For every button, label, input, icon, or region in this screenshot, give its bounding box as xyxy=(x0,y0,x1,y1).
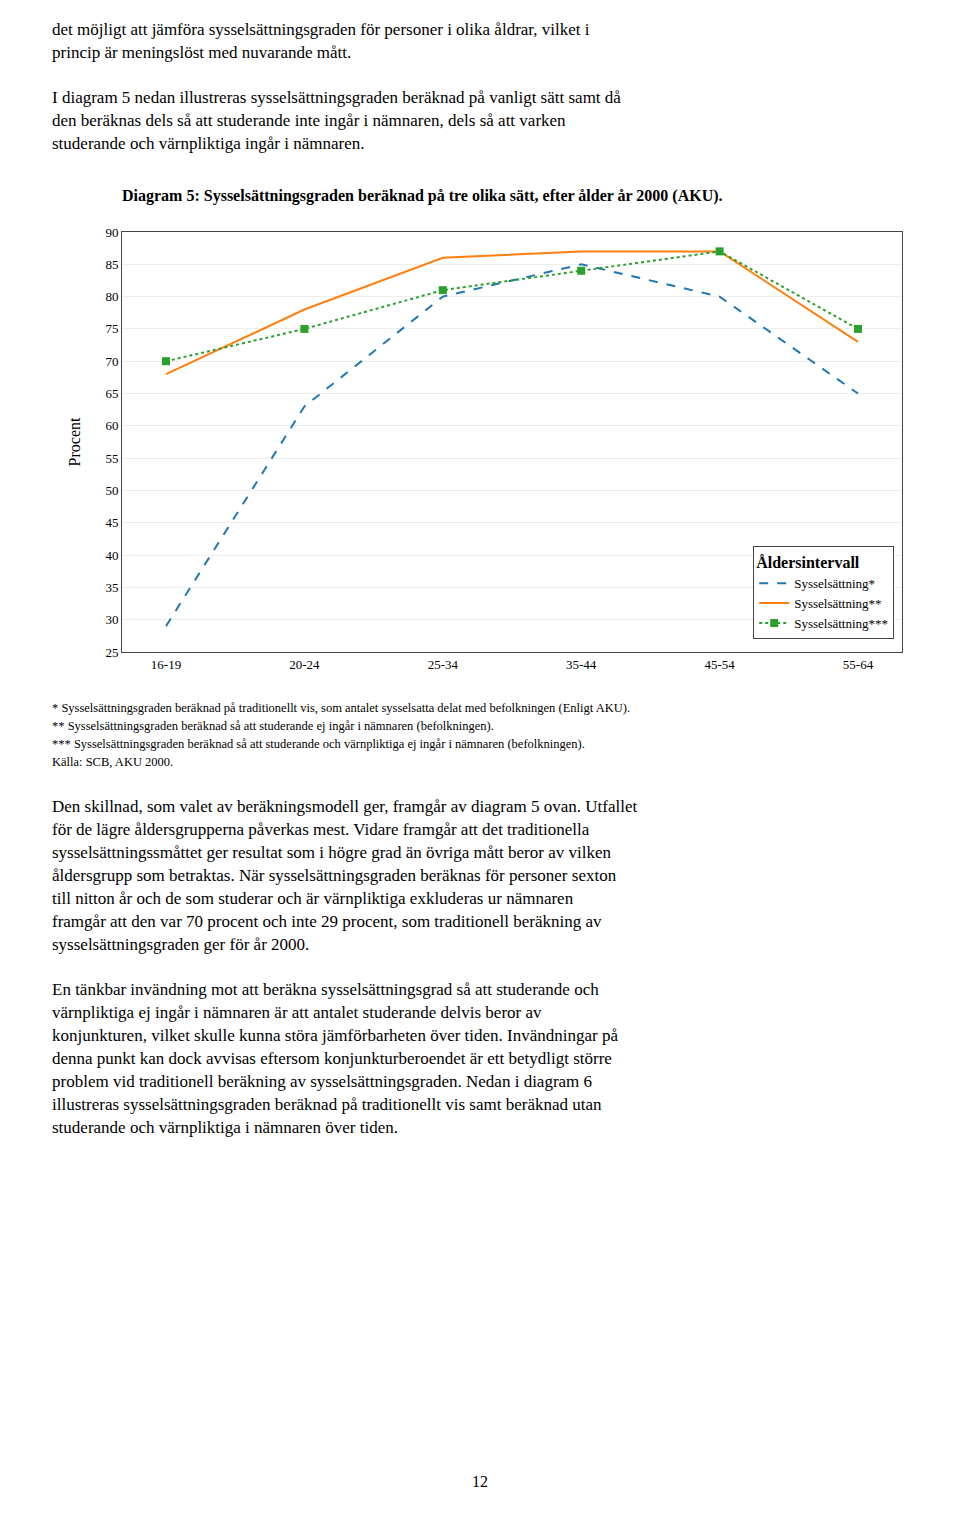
svg-text:Procent: Procent xyxy=(66,417,83,466)
html-text:det möjligt att jämföra syssel: det möjligt att jämföra sysselsättningsg… xyxy=(52,20,590,39)
html-text:för de lägre åldersgrupperna p: för de lägre åldersgrupperna påverkas me… xyxy=(52,820,590,839)
svg-text:35: 35 xyxy=(105,580,118,595)
html-text:den beräknas dels så att stude: den beräknas dels så att studerande inte… xyxy=(52,111,566,130)
html-text:12: 12 xyxy=(472,1473,488,1490)
svg-text:35-44: 35-44 xyxy=(566,657,597,672)
html-text:Källa: SCB, AKU 2000.: Källa: SCB, AKU 2000. xyxy=(52,755,174,769)
svg-text:16-19: 16-19 xyxy=(151,657,181,672)
html-text:I diagram 5 nedan illustreras: I diagram 5 nedan illustreras sysselsätt… xyxy=(52,88,621,107)
svg-text:Sysselsättning**: Sysselsättning** xyxy=(794,596,881,611)
svg-text:65: 65 xyxy=(105,386,118,401)
svg-text:25: 25 xyxy=(105,645,118,660)
html-text:*** Sysselsättningsgraden berä: *** Sysselsättningsgraden beräknad så at… xyxy=(52,737,585,751)
svg-text:30: 30 xyxy=(105,612,118,627)
html-text:problem vid traditionell beräk: problem vid traditionell beräkning av sy… xyxy=(52,1072,593,1091)
svg-text:Åldersintervall: Åldersintervall xyxy=(756,554,860,571)
html-text:konjunkturen, vilket skulle ku: konjunkturen, vilket skulle kunna störa … xyxy=(52,1026,618,1045)
html-text:illustreras sysselsättningsgra: illustreras sysselsättningsgraden beräkn… xyxy=(52,1095,602,1114)
svg-text:55-64: 55-64 xyxy=(843,657,874,672)
html-text:denna punkt kan dock avvisas e: denna punkt kan dock avvisas eftersom ko… xyxy=(52,1049,612,1068)
svg-text:70: 70 xyxy=(105,354,118,369)
html-text:till nitton år och de som stud: till nitton år och de som studerar och ä… xyxy=(52,889,574,908)
html-text:värnpliktiga ej ingår i nämnar: värnpliktiga ej ingår i nämnaren är att … xyxy=(52,1003,542,1022)
html-text:studerande och värnpliktiga i: studerande och värnpliktiga i nämnaren ö… xyxy=(52,1118,398,1137)
svg-text:90: 90 xyxy=(105,225,118,240)
svg-text:85: 85 xyxy=(105,257,118,272)
svg-text:80: 80 xyxy=(105,289,118,304)
html-text:studerande och värnpliktiga in: studerande och värnpliktiga ingår i nämn… xyxy=(52,134,365,153)
html-text:sysselsättningsgraden ger för: sysselsättningsgraden ger för år 2000. xyxy=(52,935,310,954)
svg-text:25-34: 25-34 xyxy=(428,657,459,672)
svg-text:20-24: 20-24 xyxy=(289,657,320,672)
svg-text:50: 50 xyxy=(105,483,118,498)
html-text:** Sysselsättningsgraden beräk: ** Sysselsättningsgraden beräknad så att… xyxy=(52,719,494,733)
svg-text:45-54: 45-54 xyxy=(704,657,735,672)
svg-text:Sysselsättning***: Sysselsättning*** xyxy=(794,616,888,631)
html-text:En tänkbar invändning mot att: En tänkbar invändning mot att beräkna sy… xyxy=(52,980,599,999)
html-text:* Sysselsättningsgraden beräkn: * Sysselsättningsgraden beräknad på trad… xyxy=(52,701,630,715)
svg-text:55: 55 xyxy=(105,451,118,466)
html-text:framgår att den var 70 procent: framgår att den var 70 procent och inte … xyxy=(52,912,602,931)
svg-text:60: 60 xyxy=(105,418,118,433)
svg-text:Diagram 5: Sysselsättningsgrad: Diagram 5: Sysselsättningsgraden beräkna… xyxy=(122,187,723,205)
html-text:princip är meningslöst med nuv: princip är meningslöst med nuvarande måt… xyxy=(52,43,352,62)
svg-text:40: 40 xyxy=(105,548,118,563)
html-text:sysselsättningssmåttet ger res: sysselsättningssmåttet ger resultat som … xyxy=(52,843,611,862)
svg-text:Sysselsättning*: Sysselsättning* xyxy=(794,576,875,591)
svg-text:45: 45 xyxy=(105,515,118,530)
svg-text:75: 75 xyxy=(105,321,118,336)
html-text:åldersgrupp som betraktas. När: åldersgrupp som betraktas. När sysselsät… xyxy=(52,866,617,885)
html-text:Den skillnad, som valet av ber: Den skillnad, som valet av beräkningsmod… xyxy=(52,797,638,816)
